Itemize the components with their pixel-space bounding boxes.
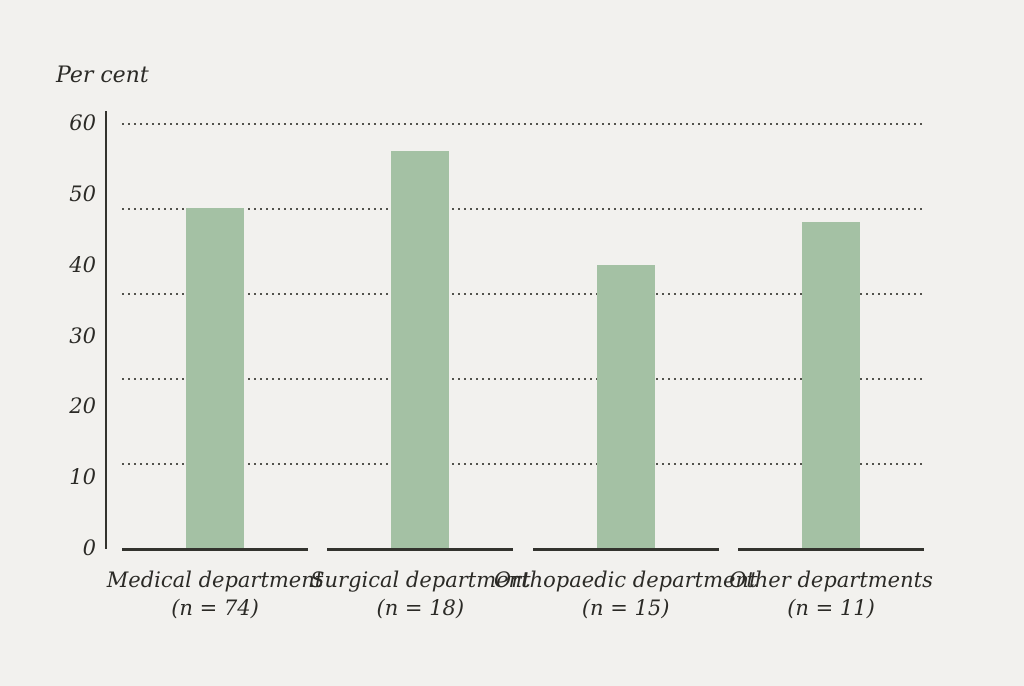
x-axis-baseline <box>327 548 514 551</box>
category-name: Orthopaedic department <box>493 568 758 592</box>
y-axis-tick-label: 40 <box>69 252 96 277</box>
x-axis-category-label: Surgical department (n = 18) <box>310 566 530 622</box>
x-axis-category-label: Medical department (n = 74) <box>107 566 323 622</box>
category-group-medical-department: Medical department (n = 74) <box>107 0 323 686</box>
category-group-orthopaedic-department: Orthopaedic department (n = 15) <box>494 0 757 686</box>
gridline <box>122 463 925 465</box>
y-axis-line <box>105 111 107 549</box>
y-axis-tick-label: 60 <box>69 111 96 135</box>
x-axis-baseline <box>737 548 924 551</box>
gridline <box>122 293 925 295</box>
category-count: (n = 11) <box>787 596 875 620</box>
x-axis-baseline <box>122 548 308 551</box>
bar-other-departments <box>801 222 860 548</box>
y-axis-tick-label: 30 <box>69 323 96 348</box>
category-name: Surgical department <box>310 568 531 592</box>
gridline <box>122 378 925 380</box>
category-name: Medical department <box>106 568 324 592</box>
x-axis-category-label: Orthopaedic department (n = 15) <box>494 566 757 622</box>
gridline <box>122 123 925 125</box>
y-axis-tick-label: 0 <box>82 536 96 560</box>
x-axis-baseline <box>532 548 719 551</box>
category-count: (n = 15) <box>581 596 670 620</box>
category-group-surgical-department: Surgical department (n = 18) <box>310 0 531 686</box>
y-axis-title: Per cent <box>56 63 149 88</box>
gridline <box>122 208 925 210</box>
category-count: (n = 18) <box>376 596 465 620</box>
category-name: Other departments <box>729 568 933 592</box>
x-axis-category-label: Other departments (n = 11) <box>729 566 933 622</box>
y-axis-tick-label: 10 <box>69 465 96 490</box>
category-group-other-departments: Other departments (n = 11) <box>729 0 933 686</box>
y-axis-tick-label: 20 <box>69 394 96 419</box>
bar-surgical-department <box>391 151 450 548</box>
bar-orthopaedic-department <box>596 264 655 548</box>
bar-medical-department <box>186 208 244 548</box>
category-count: (n = 74) <box>171 596 259 620</box>
y-axis-tick-label: 50 <box>69 181 96 206</box>
